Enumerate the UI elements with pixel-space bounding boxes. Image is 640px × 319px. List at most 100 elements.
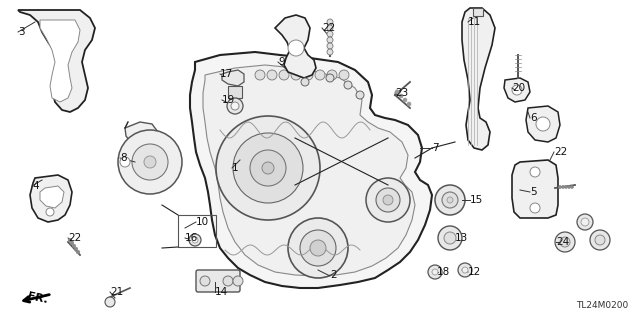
Text: 23: 23	[395, 88, 408, 98]
Polygon shape	[125, 122, 158, 148]
Circle shape	[344, 81, 352, 89]
Circle shape	[444, 232, 456, 244]
Polygon shape	[275, 15, 316, 78]
Text: 13: 13	[455, 233, 468, 243]
Circle shape	[530, 167, 540, 177]
Text: 3: 3	[18, 27, 24, 37]
Circle shape	[564, 186, 568, 189]
Circle shape	[530, 203, 540, 213]
Polygon shape	[473, 8, 483, 16]
Text: 1: 1	[232, 163, 239, 173]
Circle shape	[72, 244, 76, 248]
Circle shape	[590, 230, 610, 250]
Circle shape	[279, 70, 289, 80]
Circle shape	[326, 74, 334, 82]
Text: 17: 17	[220, 69, 233, 79]
Circle shape	[327, 19, 333, 25]
Circle shape	[447, 197, 453, 203]
Circle shape	[366, 178, 410, 222]
Text: 8: 8	[120, 153, 127, 163]
Circle shape	[428, 265, 442, 279]
Circle shape	[327, 70, 337, 80]
Circle shape	[300, 230, 336, 266]
Circle shape	[303, 70, 313, 80]
Circle shape	[442, 192, 458, 208]
Polygon shape	[190, 52, 432, 288]
Circle shape	[74, 247, 78, 251]
Circle shape	[560, 237, 570, 247]
Circle shape	[189, 234, 201, 246]
Circle shape	[577, 214, 593, 230]
Text: 10: 10	[196, 217, 209, 227]
Circle shape	[118, 130, 182, 194]
Circle shape	[327, 25, 333, 31]
Polygon shape	[512, 160, 558, 218]
Polygon shape	[18, 10, 95, 112]
Circle shape	[339, 70, 349, 80]
Circle shape	[200, 276, 210, 286]
Circle shape	[120, 157, 130, 167]
Circle shape	[310, 240, 326, 256]
Circle shape	[315, 70, 325, 80]
Text: 7: 7	[432, 143, 438, 153]
Circle shape	[536, 117, 550, 131]
Circle shape	[407, 102, 411, 106]
Circle shape	[105, 297, 115, 307]
Polygon shape	[40, 186, 64, 208]
Circle shape	[327, 31, 333, 37]
Circle shape	[216, 116, 320, 220]
Circle shape	[395, 90, 399, 94]
Circle shape	[376, 188, 400, 212]
Circle shape	[267, 70, 277, 80]
Circle shape	[595, 235, 605, 245]
Circle shape	[223, 276, 233, 286]
Polygon shape	[462, 8, 495, 150]
Circle shape	[250, 150, 286, 186]
Text: 9: 9	[278, 57, 285, 67]
Polygon shape	[30, 175, 72, 222]
Text: 5: 5	[530, 187, 536, 197]
Circle shape	[399, 94, 403, 98]
Text: 22: 22	[322, 23, 335, 33]
Text: 12: 12	[468, 267, 481, 277]
Circle shape	[262, 162, 274, 174]
Circle shape	[231, 102, 239, 110]
Circle shape	[233, 276, 243, 286]
Text: 14: 14	[215, 287, 228, 297]
Text: 6: 6	[530, 113, 536, 123]
Text: TL24M0200: TL24M0200	[576, 301, 628, 310]
Circle shape	[561, 186, 564, 189]
Polygon shape	[203, 65, 415, 276]
Polygon shape	[222, 70, 244, 86]
Text: 15: 15	[470, 195, 483, 205]
FancyBboxPatch shape	[196, 270, 240, 292]
Circle shape	[288, 40, 304, 56]
Circle shape	[227, 98, 243, 114]
Text: 11: 11	[468, 17, 481, 27]
Circle shape	[291, 70, 301, 80]
Circle shape	[132, 144, 168, 180]
Circle shape	[462, 267, 468, 273]
Polygon shape	[40, 20, 80, 102]
Polygon shape	[526, 106, 560, 142]
Circle shape	[435, 185, 465, 215]
Text: 2: 2	[330, 270, 337, 280]
Text: 24: 24	[556, 237, 569, 247]
Circle shape	[555, 232, 575, 252]
Text: 21: 21	[110, 287, 124, 297]
Circle shape	[403, 98, 407, 102]
Circle shape	[301, 78, 309, 86]
Circle shape	[68, 238, 72, 242]
Circle shape	[144, 156, 156, 168]
Circle shape	[70, 241, 74, 245]
Circle shape	[327, 37, 333, 43]
Circle shape	[327, 43, 333, 49]
FancyBboxPatch shape	[228, 86, 242, 98]
Circle shape	[512, 85, 522, 95]
Text: FR.: FR.	[27, 291, 49, 305]
Text: 4: 4	[32, 181, 38, 191]
Circle shape	[438, 226, 462, 250]
Text: 22: 22	[68, 233, 81, 243]
Circle shape	[581, 218, 589, 226]
Polygon shape	[504, 78, 530, 102]
